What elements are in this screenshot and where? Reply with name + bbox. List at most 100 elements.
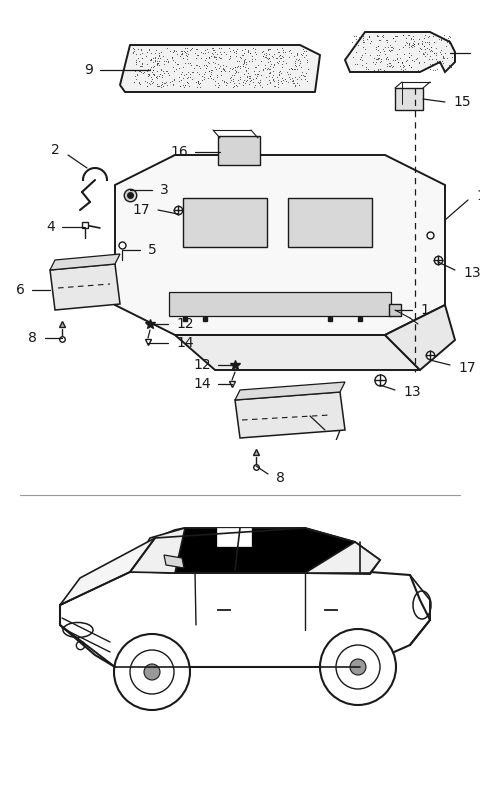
Point xyxy=(219,62,227,74)
Point xyxy=(408,54,416,66)
Point xyxy=(132,73,140,86)
Point xyxy=(148,74,156,87)
Point xyxy=(294,54,301,66)
Point xyxy=(232,45,240,58)
Point xyxy=(220,64,228,77)
Point xyxy=(258,80,265,93)
Point xyxy=(239,49,246,62)
Point xyxy=(425,30,432,43)
Point xyxy=(157,63,165,76)
Point xyxy=(169,54,177,66)
Point xyxy=(282,74,290,87)
Point xyxy=(217,42,225,54)
Point xyxy=(226,71,234,84)
Point xyxy=(152,70,159,83)
Point xyxy=(420,56,428,69)
Point xyxy=(271,80,279,93)
Point xyxy=(275,56,282,69)
Point xyxy=(130,46,137,59)
Point xyxy=(269,69,277,82)
Point xyxy=(252,47,260,60)
Point xyxy=(436,46,444,58)
Point xyxy=(240,74,248,87)
Point xyxy=(428,45,436,58)
Point xyxy=(414,38,421,50)
Point xyxy=(270,47,277,60)
Point xyxy=(440,50,447,62)
Point xyxy=(414,63,421,76)
Point xyxy=(149,64,157,77)
Point xyxy=(230,80,238,93)
Point xyxy=(159,50,167,62)
Point xyxy=(235,77,242,90)
Point xyxy=(192,47,199,60)
Point xyxy=(155,48,163,61)
Point xyxy=(132,55,140,68)
Point xyxy=(441,46,449,59)
Point xyxy=(279,54,287,67)
Point xyxy=(264,53,272,66)
Point xyxy=(420,35,428,48)
Point xyxy=(413,53,420,66)
Point xyxy=(149,67,156,80)
Point xyxy=(156,54,163,67)
Point xyxy=(234,80,241,93)
Point xyxy=(299,68,307,81)
Point xyxy=(147,61,155,74)
Point xyxy=(176,50,184,63)
Point xyxy=(269,74,277,86)
Point xyxy=(229,43,237,56)
Point xyxy=(229,74,237,87)
Point xyxy=(293,72,300,85)
Point xyxy=(148,77,156,90)
Point xyxy=(170,72,178,85)
Point xyxy=(365,30,373,42)
Point xyxy=(432,49,439,62)
Point xyxy=(235,55,242,68)
Point xyxy=(291,55,299,68)
Point xyxy=(362,56,370,69)
Point xyxy=(198,74,206,86)
Point xyxy=(154,58,161,71)
Point xyxy=(302,45,310,58)
Point xyxy=(304,56,312,69)
Point xyxy=(295,59,303,72)
Point xyxy=(251,81,258,94)
Point xyxy=(155,79,163,92)
Point xyxy=(358,58,365,71)
Point xyxy=(374,40,382,53)
Point xyxy=(360,33,367,46)
Point xyxy=(430,47,438,60)
Point xyxy=(351,58,359,70)
Point xyxy=(179,48,186,61)
Point xyxy=(207,71,215,84)
Point xyxy=(257,55,265,68)
Point xyxy=(204,72,212,85)
Point xyxy=(376,62,384,75)
Point xyxy=(444,51,451,64)
Point xyxy=(405,50,412,63)
Point xyxy=(287,62,295,75)
Point xyxy=(132,64,139,77)
Point xyxy=(415,32,423,45)
Point xyxy=(448,51,456,64)
Point xyxy=(428,53,435,66)
Point xyxy=(278,58,286,70)
Point xyxy=(178,68,185,81)
Point xyxy=(182,46,190,59)
Point xyxy=(202,62,209,74)
Point xyxy=(162,75,169,88)
Point xyxy=(296,57,303,70)
Point xyxy=(290,62,298,75)
Point xyxy=(156,59,163,72)
Point xyxy=(278,42,286,54)
Point xyxy=(163,79,171,92)
Point xyxy=(146,78,154,90)
Point xyxy=(246,72,254,85)
Point xyxy=(241,42,249,55)
Point xyxy=(136,60,144,73)
Point xyxy=(239,49,247,62)
Point xyxy=(163,65,171,78)
Point xyxy=(185,79,193,92)
Point xyxy=(267,58,275,70)
